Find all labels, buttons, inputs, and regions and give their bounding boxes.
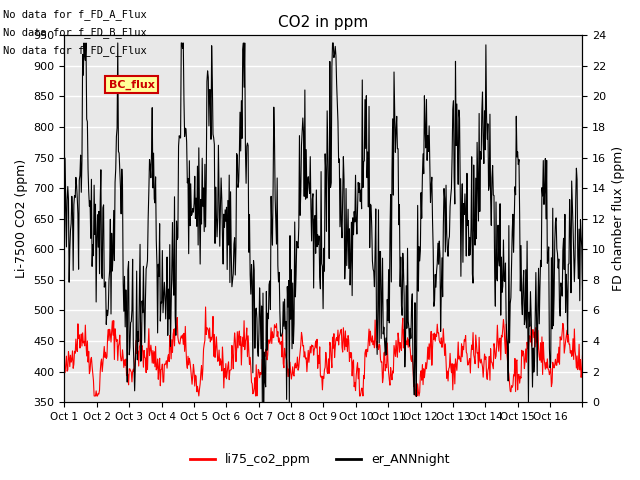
Text: BC_flux: BC_flux bbox=[109, 80, 155, 90]
Text: No data for f_FD_B_Flux: No data for f_FD_B_Flux bbox=[3, 27, 147, 38]
Y-axis label: Li-7500 CO2 (ppm): Li-7500 CO2 (ppm) bbox=[15, 159, 28, 278]
Y-axis label: FD chamber flux (ppm): FD chamber flux (ppm) bbox=[612, 146, 625, 291]
Text: No data for f_FD_A_Flux: No data for f_FD_A_Flux bbox=[3, 9, 147, 20]
Text: No data for f_FD_C_Flux: No data for f_FD_C_Flux bbox=[3, 45, 147, 56]
Title: CO2 in ppm: CO2 in ppm bbox=[278, 15, 369, 30]
Legend: li75_co2_ppm, er_ANNnight: li75_co2_ppm, er_ANNnight bbox=[186, 448, 454, 471]
